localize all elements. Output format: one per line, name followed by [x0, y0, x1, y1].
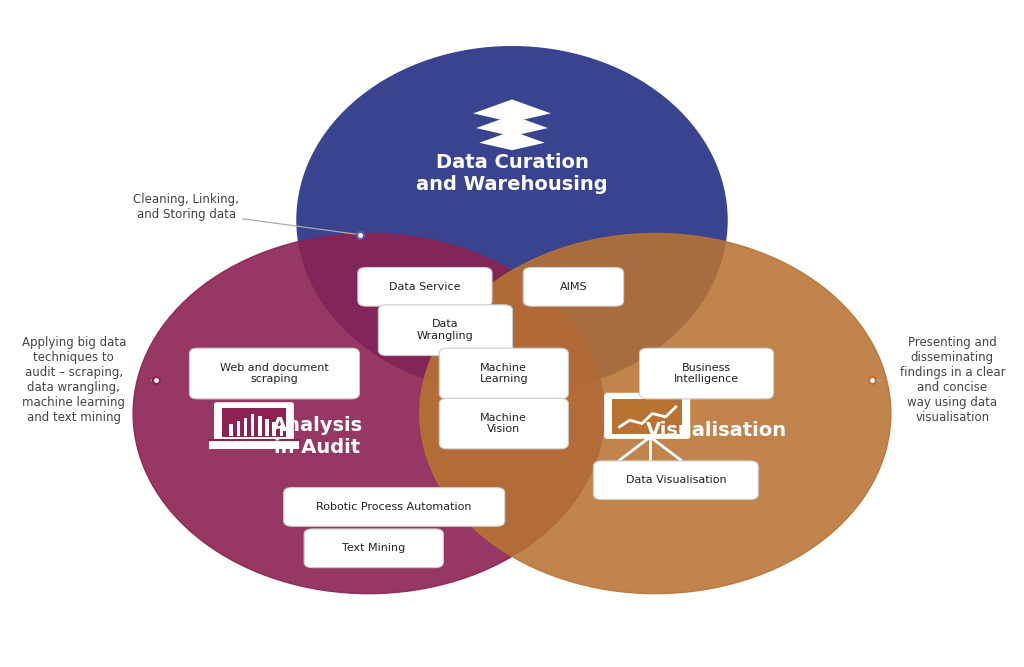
FancyBboxPatch shape — [523, 267, 624, 306]
Bar — [287, 428, 291, 436]
Bar — [229, 424, 233, 436]
FancyBboxPatch shape — [639, 348, 774, 399]
Bar — [280, 426, 283, 436]
Text: Presenting and
disseminating
findings in a clear
and concise
way using data
visu: Presenting and disseminating findings in… — [899, 336, 1006, 424]
Text: AIMS: AIMS — [560, 282, 587, 291]
Text: Data Visualisation: Data Visualisation — [626, 476, 726, 485]
Polygon shape — [476, 115, 548, 136]
Text: Data Curation
and Warehousing: Data Curation and Warehousing — [416, 153, 608, 194]
FancyBboxPatch shape — [439, 348, 568, 399]
Bar — [209, 440, 299, 449]
Text: Visualisation: Visualisation — [646, 421, 787, 440]
Ellipse shape — [297, 47, 727, 394]
Text: Analysis
in Audit: Analysis in Audit — [272, 416, 362, 458]
Bar — [258, 416, 262, 436]
Text: Applying big data
techniques to
audit – scraping,
data wrangling,
machine learni: Applying big data techniques to audit – … — [22, 336, 126, 424]
FancyBboxPatch shape — [189, 348, 359, 399]
Polygon shape — [473, 99, 551, 122]
Text: Machine
Learning: Machine Learning — [479, 363, 528, 384]
FancyBboxPatch shape — [439, 398, 568, 449]
Text: Text Mining: Text Mining — [342, 544, 406, 553]
FancyBboxPatch shape — [284, 488, 505, 526]
Bar — [612, 399, 682, 434]
Text: Data Service: Data Service — [389, 282, 461, 291]
Text: Web and document
scraping: Web and document scraping — [220, 363, 329, 384]
FancyBboxPatch shape — [379, 305, 512, 356]
Polygon shape — [479, 131, 545, 150]
Bar — [272, 422, 276, 436]
Bar — [237, 421, 240, 436]
Text: Machine
Vision: Machine Vision — [480, 413, 527, 434]
FancyBboxPatch shape — [604, 394, 690, 439]
Text: Data
Wrangling: Data Wrangling — [417, 319, 474, 341]
FancyBboxPatch shape — [214, 402, 294, 442]
FancyBboxPatch shape — [594, 461, 758, 500]
FancyBboxPatch shape — [304, 529, 443, 568]
Ellipse shape — [133, 233, 604, 594]
FancyBboxPatch shape — [358, 267, 492, 306]
Ellipse shape — [420, 233, 891, 594]
FancyBboxPatch shape — [222, 408, 286, 437]
Text: Robotic Process Automation: Robotic Process Automation — [316, 502, 472, 512]
Text: Cleaning, Linking,
and Storing data: Cleaning, Linking, and Storing data — [133, 193, 240, 221]
Bar — [244, 418, 248, 436]
Text: Business
Intelligence: Business Intelligence — [674, 363, 739, 384]
Bar — [265, 419, 268, 436]
Bar — [251, 414, 254, 436]
